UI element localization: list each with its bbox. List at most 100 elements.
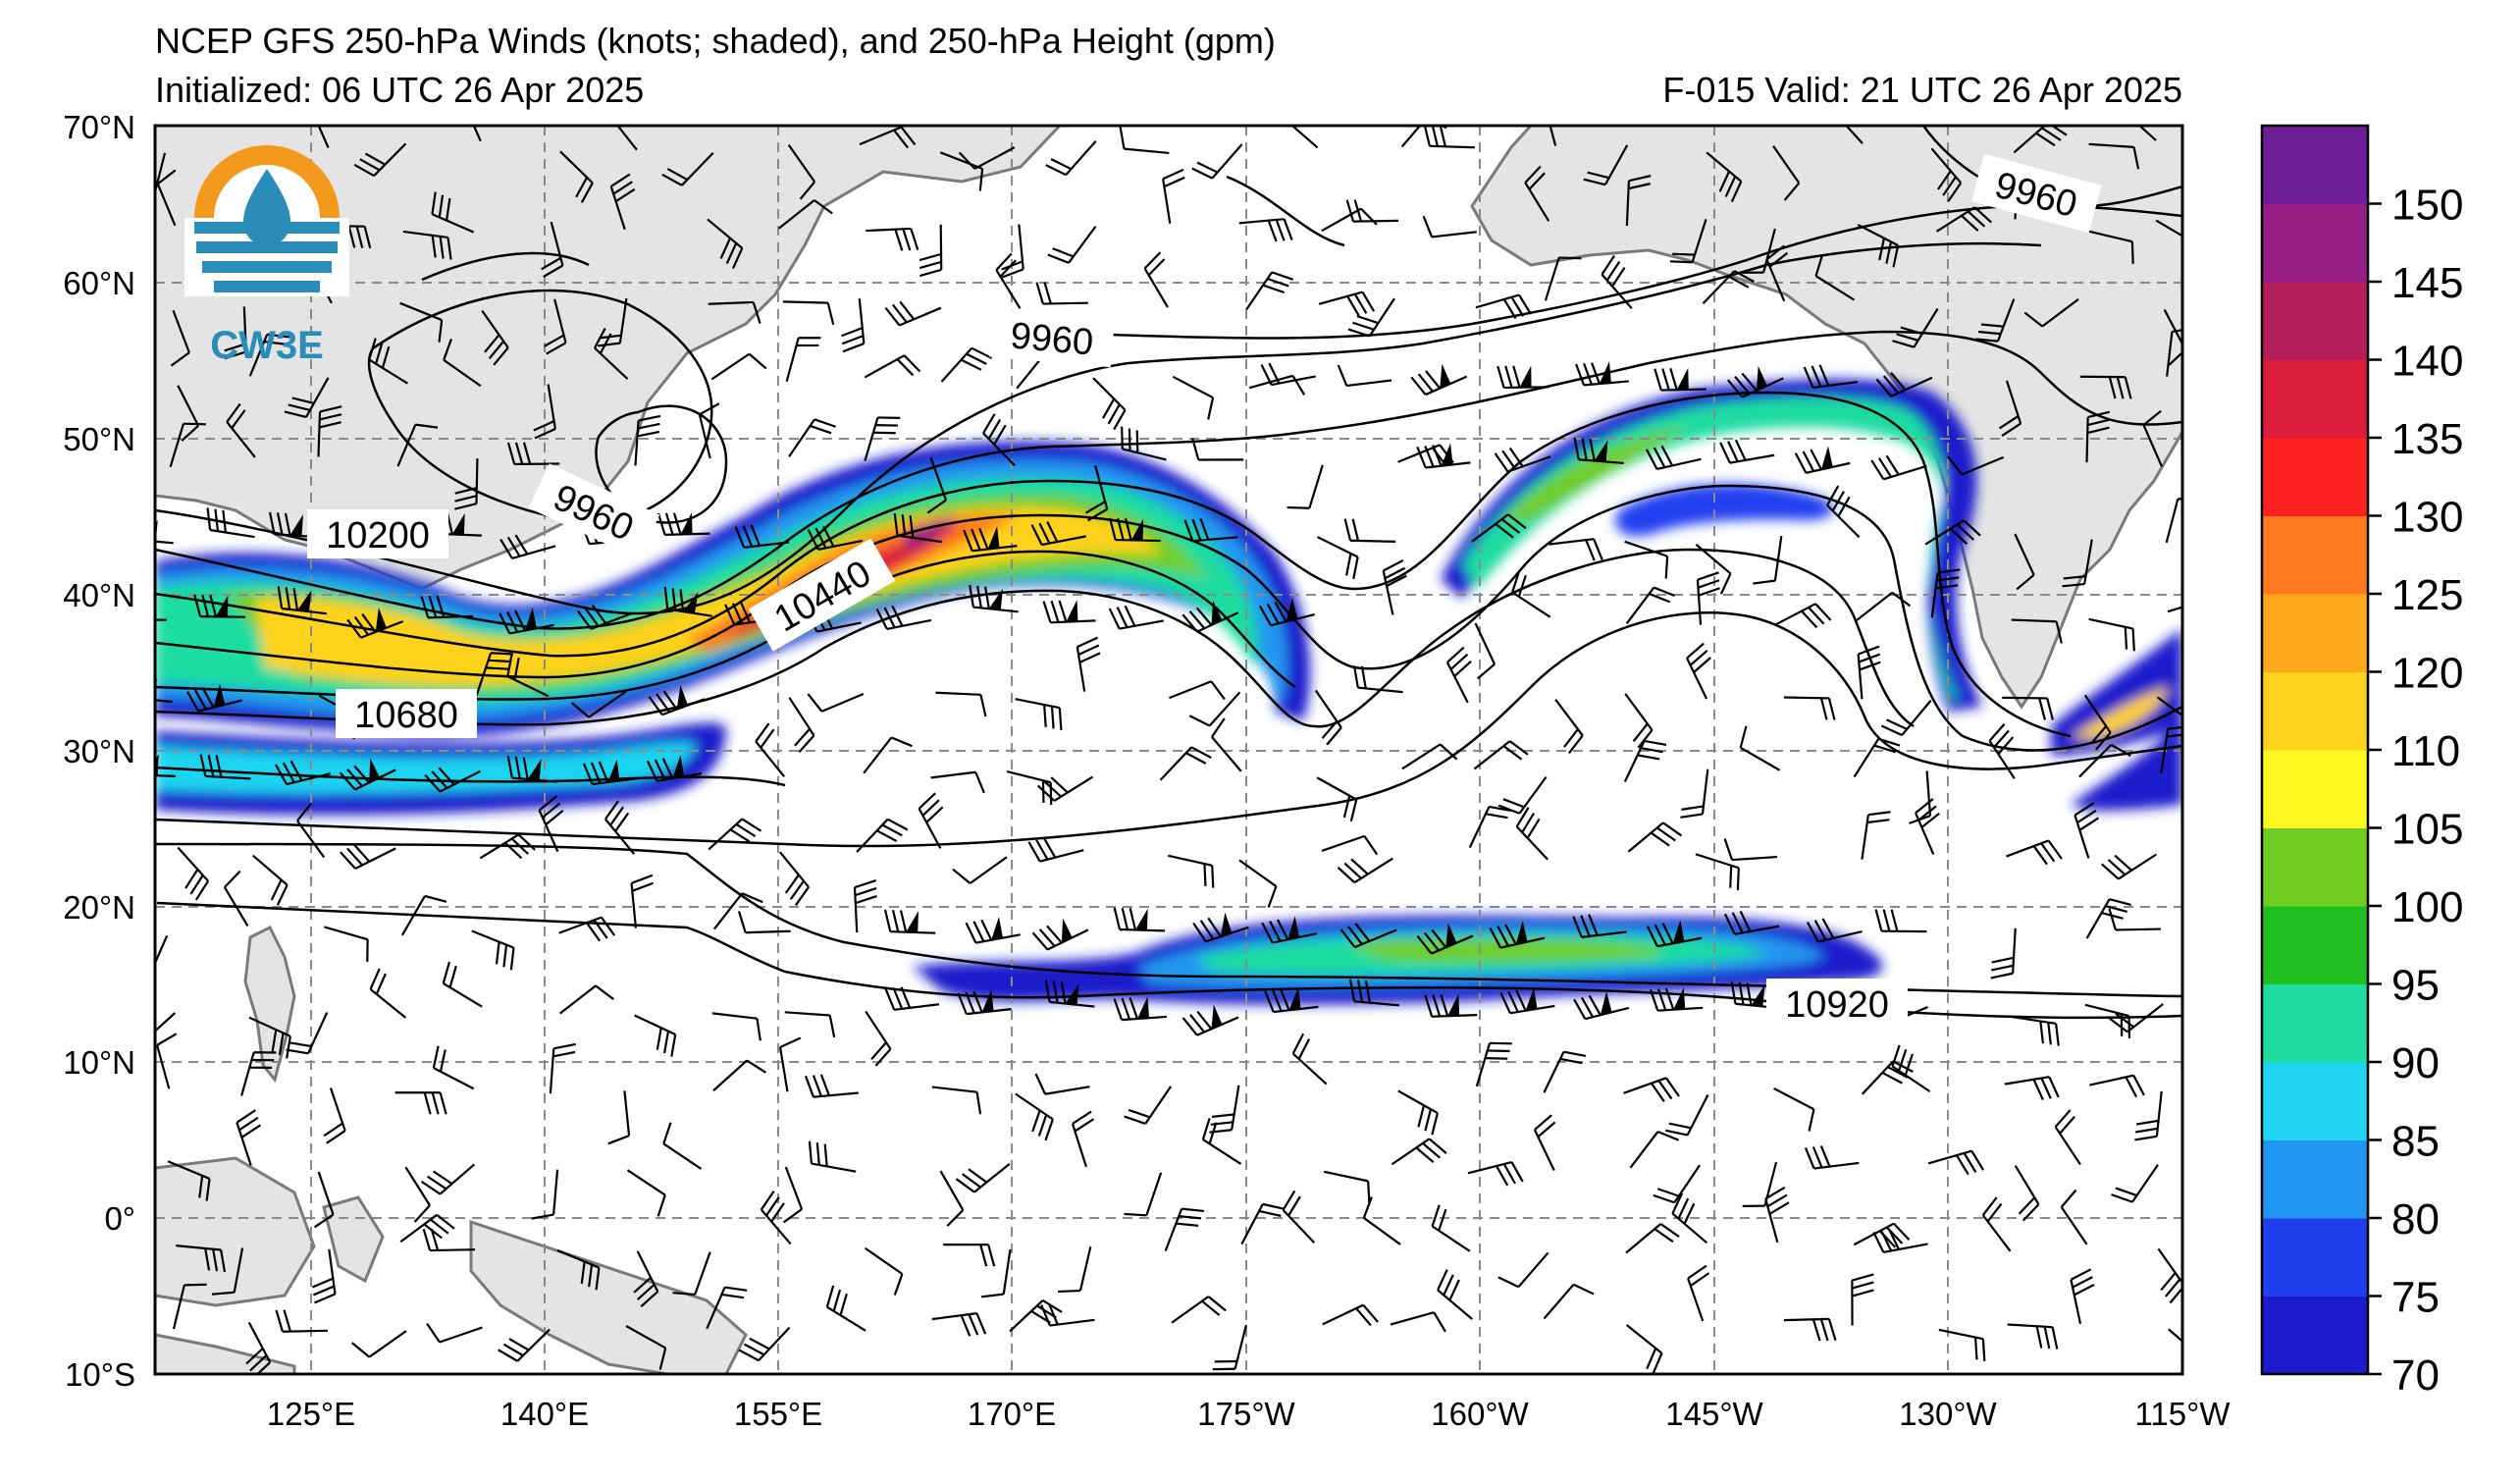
lat-label-20n: 20°N xyxy=(63,889,135,926)
wind-barb xyxy=(1764,1186,1790,1244)
wind-barb xyxy=(713,892,763,930)
wind-barb xyxy=(1783,696,1836,720)
wind-barb-flag xyxy=(1061,918,1073,943)
wind-barb xyxy=(1240,1202,1286,1245)
wind-barb xyxy=(738,1326,791,1362)
wind-barb-flag xyxy=(1211,600,1223,625)
wind-barb xyxy=(706,1286,748,1330)
wind-barb xyxy=(1497,1251,1549,1289)
wind-barb xyxy=(630,874,655,928)
lat-label-50n: 50°N xyxy=(63,421,135,457)
wind-barb xyxy=(443,338,482,388)
wind-barb xyxy=(155,1012,177,1033)
wind-barb xyxy=(1665,1093,1709,1137)
wind-barb xyxy=(1468,805,1512,849)
wind-barb xyxy=(672,1251,711,1297)
wind-barb xyxy=(1474,622,1496,680)
wind-barb xyxy=(1874,909,1927,933)
wind-barb xyxy=(856,818,909,853)
wind-barb xyxy=(1201,1117,1242,1165)
wind-barb xyxy=(317,405,342,457)
wind-barb xyxy=(2083,694,2112,751)
wind-barb xyxy=(807,692,865,713)
wind-barb xyxy=(432,1045,475,1090)
wind-barb xyxy=(369,968,407,1019)
wind-barb xyxy=(1601,255,1633,309)
wind-barb xyxy=(1192,917,1249,943)
wind-barb xyxy=(931,1312,987,1337)
wind-barb xyxy=(506,442,560,466)
wind-barb xyxy=(712,1059,766,1092)
cw3e-logo: CW3E xyxy=(184,145,349,367)
wind-barb-flag xyxy=(375,608,387,632)
wind-barb xyxy=(2078,743,2131,778)
wind-barb xyxy=(1623,1077,1680,1102)
wind-barb xyxy=(604,800,636,855)
wind-barb xyxy=(506,654,550,698)
wind-barb xyxy=(1645,445,1702,471)
wind-barb-flag xyxy=(1676,367,1689,391)
wind-barb xyxy=(284,377,330,418)
wind-barb xyxy=(286,1012,329,1055)
wind-barbs xyxy=(155,126,2182,1374)
wind-barb xyxy=(864,354,921,379)
wind-barb xyxy=(1248,374,1306,396)
wind-barb-flag xyxy=(1447,993,1460,1017)
wind-barb xyxy=(1124,1086,1173,1125)
wind-barb-flag xyxy=(981,989,994,1013)
contour-label-10200: 10200 xyxy=(326,515,430,556)
wind-barb xyxy=(1695,853,1740,891)
wind-barb xyxy=(1258,601,1315,627)
wind-barb xyxy=(400,894,447,936)
wind-barb xyxy=(1806,918,1863,943)
wind-barb xyxy=(2109,1003,2164,1033)
colorbar-swatch xyxy=(2262,515,2368,595)
wind-barb xyxy=(2023,297,2079,328)
wind-barb xyxy=(1159,746,1212,781)
wind-barb xyxy=(481,310,509,366)
wind-barb xyxy=(324,926,369,962)
wind-barb xyxy=(2014,1165,2040,1222)
wind-barb xyxy=(995,252,1022,309)
wind-barb xyxy=(779,851,810,907)
wind-barb xyxy=(275,1309,328,1333)
lat-label-0: 0° xyxy=(104,1200,135,1237)
wind-barb xyxy=(1695,543,1732,595)
wind-barb xyxy=(156,169,177,227)
wind-barb xyxy=(1390,1311,1446,1333)
wind-barb xyxy=(1168,854,1215,888)
lon-label-130w: 130°W xyxy=(1899,1396,1997,1432)
wind-barb xyxy=(1938,1328,1986,1361)
wind-barb-flag xyxy=(1594,440,1608,462)
colorbar-label: 120 xyxy=(2391,650,2463,698)
wind-barb xyxy=(471,929,515,971)
wind-barb xyxy=(930,770,985,794)
colorbar-swatch xyxy=(2262,1296,2368,1375)
wind-barb xyxy=(1625,175,1652,227)
wind-barb xyxy=(708,300,761,325)
wind-barb xyxy=(1573,994,1630,1021)
wind-barb xyxy=(1998,380,2022,437)
wind-barb xyxy=(498,1328,551,1362)
wind-barb xyxy=(866,227,919,251)
wind-barb xyxy=(1804,1145,1860,1170)
wind-barb xyxy=(1084,465,1109,522)
wind-barb xyxy=(1076,636,1101,692)
wind-barb xyxy=(177,385,200,442)
wind-barb-flag xyxy=(297,590,312,612)
wind-barb xyxy=(1572,914,1627,938)
wind-barb xyxy=(1314,689,1342,746)
wind-barb-flag xyxy=(680,512,693,535)
wind-barb xyxy=(782,1166,804,1224)
colorbar-swatch xyxy=(2262,671,2368,751)
wind-barb xyxy=(1772,145,1801,201)
wind-barb xyxy=(707,218,744,270)
wind-barb xyxy=(186,687,243,713)
colorbar-label: 145 xyxy=(2391,259,2463,307)
wind-barb xyxy=(556,1248,601,1291)
wind-barb xyxy=(1391,1138,1447,1166)
wind-barb xyxy=(368,338,408,385)
wind-barb xyxy=(2160,725,2182,774)
wind-barb xyxy=(1343,518,1396,543)
wind-barb xyxy=(955,1163,1011,1193)
